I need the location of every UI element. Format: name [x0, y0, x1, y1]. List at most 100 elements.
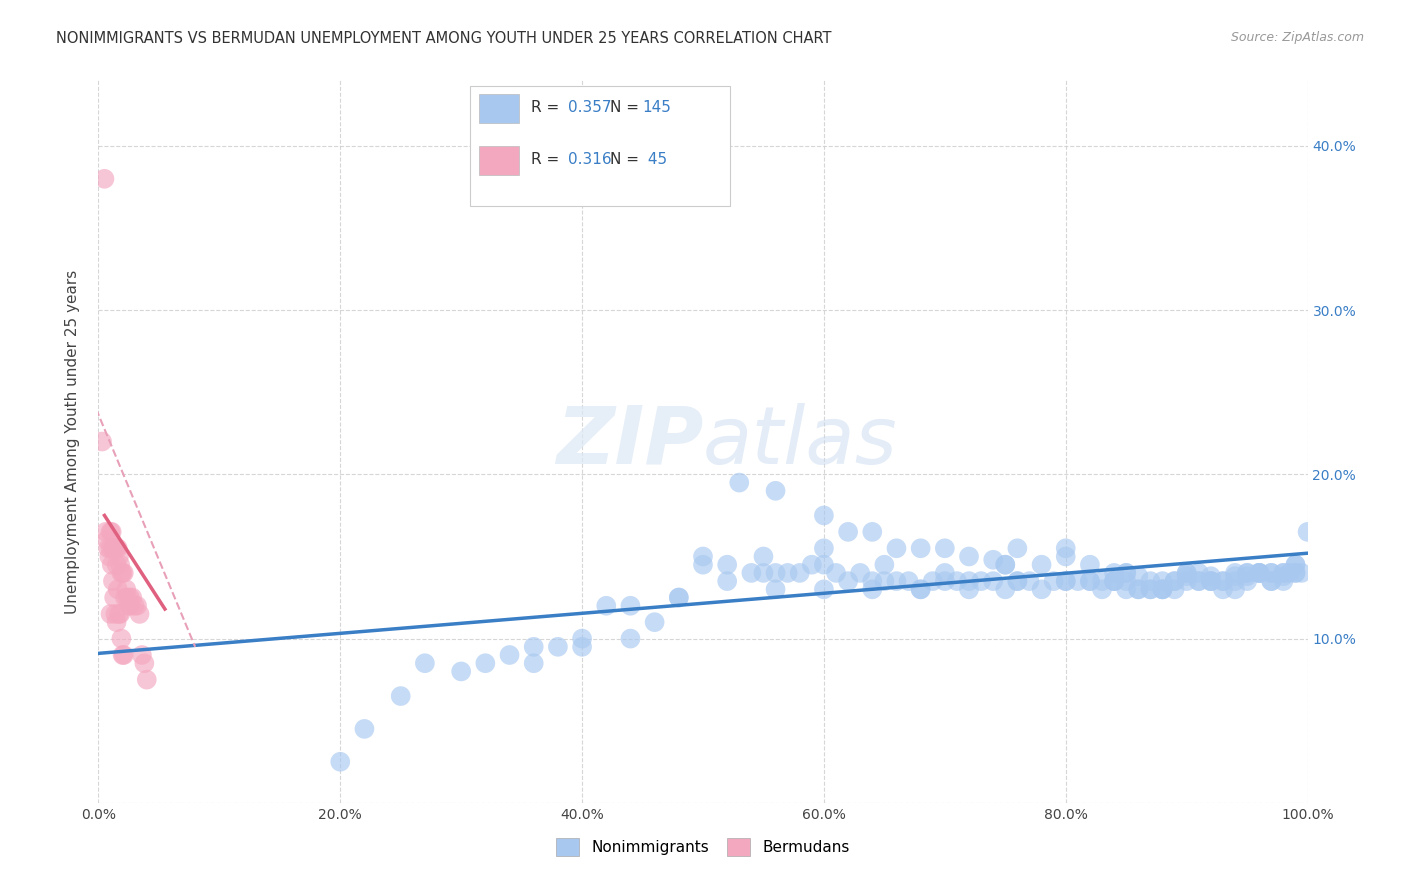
- Point: [547, 640, 569, 654]
- Point: [1163, 574, 1185, 588]
- Point: [957, 582, 980, 597]
- Point: [837, 524, 859, 539]
- Point: [886, 541, 908, 556]
- Point: [1175, 566, 1198, 580]
- Point: [1188, 566, 1211, 580]
- Point: [1236, 566, 1258, 580]
- Point: [765, 582, 787, 597]
- Point: [1284, 558, 1306, 572]
- Point: [994, 558, 1017, 572]
- Point: [849, 566, 872, 580]
- Point: [752, 549, 775, 564]
- Point: [103, 541, 125, 556]
- Point: [1091, 574, 1114, 588]
- Point: [114, 591, 136, 605]
- Point: [1139, 582, 1161, 597]
- Point: [571, 640, 593, 654]
- Point: [860, 524, 883, 539]
- Point: [873, 558, 896, 572]
- Point: [1007, 574, 1029, 588]
- Point: [668, 591, 690, 605]
- Point: [1102, 574, 1125, 588]
- Point: [107, 582, 129, 597]
- Point: [1078, 574, 1101, 588]
- Point: [93, 171, 115, 186]
- Point: [474, 657, 496, 671]
- Point: [115, 582, 138, 597]
- Point: [813, 582, 835, 597]
- Point: [752, 566, 775, 580]
- Point: [934, 574, 956, 588]
- Text: R =: R =: [531, 100, 564, 114]
- Point: [728, 475, 751, 490]
- Point: [1152, 582, 1174, 597]
- Point: [957, 574, 980, 588]
- Point: [1128, 582, 1150, 597]
- Point: [105, 615, 128, 630]
- Point: [1188, 574, 1211, 588]
- Point: [1212, 574, 1234, 588]
- Point: [1128, 582, 1150, 597]
- Point: [1249, 566, 1271, 580]
- Point: [91, 434, 114, 449]
- Point: [108, 549, 131, 564]
- Point: [1223, 569, 1246, 583]
- Point: [921, 574, 943, 588]
- Point: [1199, 569, 1222, 583]
- Point: [135, 673, 157, 687]
- Text: ZIP: ZIP: [555, 402, 703, 481]
- Point: [1054, 541, 1077, 556]
- Point: [692, 558, 714, 572]
- Point: [353, 722, 375, 736]
- Point: [1284, 558, 1306, 572]
- Point: [644, 615, 666, 630]
- Point: [765, 566, 787, 580]
- Point: [100, 558, 122, 572]
- Point: [108, 607, 131, 621]
- Text: R =: R =: [531, 152, 564, 167]
- Point: [120, 599, 142, 613]
- Point: [994, 558, 1017, 572]
- Point: [98, 549, 121, 564]
- Point: [571, 632, 593, 646]
- Point: [498, 648, 520, 662]
- Point: [1152, 582, 1174, 597]
- Point: [1272, 566, 1295, 580]
- Point: [1272, 574, 1295, 588]
- Point: [118, 591, 141, 605]
- Point: [1139, 582, 1161, 597]
- Point: [1175, 574, 1198, 588]
- Point: [105, 541, 128, 556]
- Point: [1223, 574, 1246, 588]
- Point: [1175, 569, 1198, 583]
- Point: [1007, 541, 1029, 556]
- Point: [1054, 574, 1077, 588]
- Point: [105, 558, 128, 572]
- Text: 45: 45: [643, 152, 666, 167]
- Point: [1102, 574, 1125, 588]
- Point: [910, 582, 932, 597]
- Point: [692, 549, 714, 564]
- Text: 0.357: 0.357: [568, 100, 612, 114]
- Point: [1291, 566, 1313, 580]
- Point: [910, 582, 932, 597]
- Point: [1272, 566, 1295, 580]
- Point: [873, 574, 896, 588]
- Point: [1152, 582, 1174, 597]
- Point: [108, 558, 131, 572]
- Point: [981, 553, 1004, 567]
- Point: [110, 566, 132, 580]
- Point: [110, 632, 132, 646]
- Legend: Nonimmigrants, Bermudans: Nonimmigrants, Bermudans: [548, 830, 858, 863]
- Point: [1272, 569, 1295, 583]
- Point: [1260, 574, 1282, 588]
- Point: [128, 607, 150, 621]
- Text: 0.316: 0.316: [568, 152, 612, 167]
- Point: [100, 524, 122, 539]
- Point: [934, 541, 956, 556]
- Point: [1249, 566, 1271, 580]
- Point: [1284, 566, 1306, 580]
- Point: [1212, 582, 1234, 597]
- Text: N =: N =: [610, 100, 644, 114]
- Point: [107, 541, 129, 556]
